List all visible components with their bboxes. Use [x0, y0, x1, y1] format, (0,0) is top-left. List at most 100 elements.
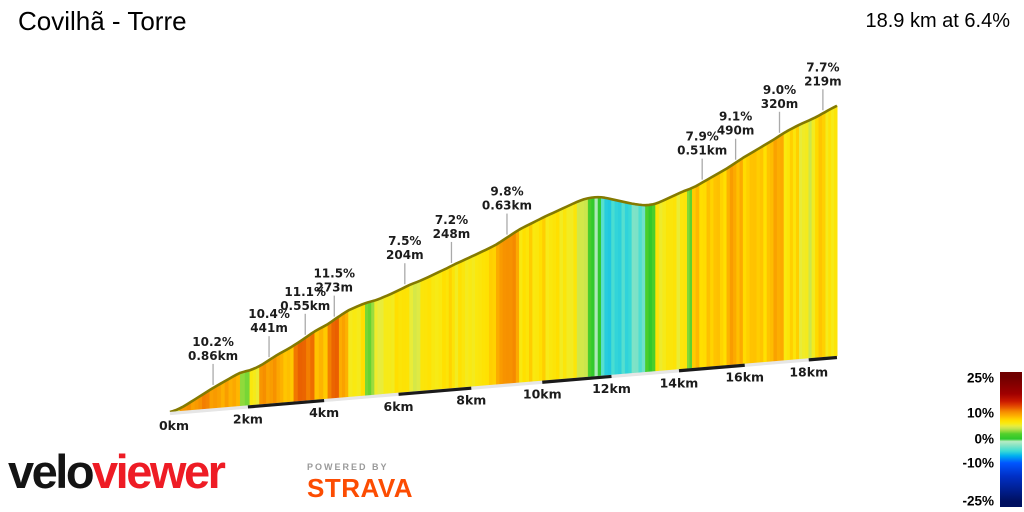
profile-strip: [621, 201, 626, 375]
profile-strip: [773, 136, 778, 362]
profile-strip: [327, 321, 333, 400]
annotation-length-label: 320m: [761, 97, 799, 111]
x-axis-label: 14km: [660, 375, 699, 390]
profile-strip: [286, 347, 291, 403]
profile-strip: [356, 304, 362, 397]
x-axis-label: 6km: [384, 399, 414, 414]
profile-strip: [631, 203, 636, 374]
gradient-annotation: 7.2%248m: [433, 213, 471, 263]
km-scale-dash: [247, 398, 325, 409]
annotation-gradient-label: 9.0%: [763, 83, 796, 97]
profile-strip: [228, 376, 234, 408]
gradient-annotation: 11.5%273m: [313, 267, 355, 317]
profile-strip: [283, 349, 288, 403]
gradient-annotation: 10.2%0.86km: [188, 335, 238, 385]
profile-strip: [273, 354, 278, 404]
x-axis-label: 2km: [233, 411, 263, 426]
profile-strip: [552, 211, 557, 381]
logo-viewer-text: viewer: [92, 445, 226, 498]
gradient-annotation: 11.1%0.55km: [280, 285, 330, 335]
profile-strip: [306, 333, 312, 401]
profile-strip: [763, 143, 768, 363]
profile-strip: [555, 209, 561, 380]
profile-strip: [576, 200, 582, 379]
annotation-length-label: 273m: [315, 281, 353, 295]
profile-strip: [753, 149, 758, 364]
annotation-length-label: 219m: [804, 74, 842, 88]
profile-strip: [220, 380, 226, 408]
profile-strip: [401, 286, 407, 393]
page-title: Covilhã - Torre: [18, 6, 187, 36]
profile-strip: [416, 280, 422, 392]
profile-strip: [770, 139, 775, 362]
profile-strip: [699, 181, 704, 368]
profile-strip: [706, 177, 711, 368]
profile-strip: [628, 202, 633, 374]
profile-strip: [833, 105, 838, 357]
annotation-length-label: 248m: [433, 227, 471, 241]
profile-strip: [335, 315, 340, 399]
annotation-length-label: 490m: [717, 124, 755, 138]
gradient-annotation: 10.4%441m: [248, 307, 290, 358]
gradient-annotation: 9.0%320m: [761, 83, 799, 133]
gradient-annotations: 10.2%0.86km10.4%441m11.1%0.55km11.5%273m…: [188, 60, 842, 385]
x-axis-label: 4km: [309, 405, 339, 420]
profile-strip: [423, 276, 429, 391]
profile-strip: [352, 306, 358, 397]
profile-strip: [580, 198, 585, 378]
km-scale-bar: [169, 355, 838, 416]
annotation-gradient-label: 7.5%: [388, 234, 421, 248]
gradient-annotation: 7.9%0.51km: [677, 130, 727, 180]
profile-strip: [566, 204, 571, 379]
profile-strip: [549, 212, 554, 381]
km-scale-dash: [808, 355, 838, 362]
gradient-annotation: 7.7%219m: [804, 60, 842, 111]
profile-strip: [405, 284, 411, 393]
profile-strip: [244, 369, 251, 406]
profile-strip: [492, 244, 497, 386]
annotation-gradient-label: 10.4%: [248, 307, 290, 321]
profile-strip: [464, 257, 470, 388]
profile-strip: [766, 141, 771, 363]
profile-strip: [818, 113, 823, 358]
veloviewer-logo[interactable]: veloviewer: [8, 444, 226, 499]
profile-strip: [468, 255, 473, 388]
profile-strip: [431, 273, 436, 391]
profile-strip: [746, 153, 751, 364]
profile-strip: [618, 200, 623, 375]
profile-strip: [780, 132, 785, 362]
profile-strip: [409, 283, 414, 393]
profile-strip: [442, 268, 447, 390]
annotation-gradient-label: 10.2%: [192, 335, 234, 349]
x-axis-label: 18km: [789, 364, 828, 379]
annotation-gradient-label: 7.9%: [686, 130, 719, 144]
annotation-length-label: 204m: [386, 248, 424, 262]
profile-strip: [266, 359, 271, 405]
profile-strip: [587, 197, 593, 378]
profile-strip: [262, 361, 267, 405]
climb-summary: 18.9 km at 6.4%: [865, 10, 1010, 32]
profile-strip: [461, 259, 466, 388]
annotation-length-label: 0.86km: [188, 349, 238, 363]
logo-velo-text: velo: [8, 445, 95, 498]
profile-strip: [301, 336, 307, 402]
profile-strip: [645, 204, 650, 373]
profile-strip: [545, 214, 550, 381]
profile-strip: [635, 203, 640, 374]
profile-strip: [318, 326, 325, 400]
annotation-gradient-label: 9.8%: [490, 185, 523, 199]
profile-strip: [822, 111, 827, 358]
profile-strip: [641, 204, 646, 373]
x-axis-label: 10km: [523, 387, 562, 402]
profile-strip: [481, 249, 487, 387]
powered-by-label: POWERED BY: [307, 462, 389, 472]
profile-strip: [217, 382, 222, 409]
profile-strip: [559, 207, 564, 380]
strava-attribution[interactable]: POWERED BY STRAVA: [307, 462, 413, 504]
profile-strip: [413, 281, 418, 392]
profile-strip: [485, 247, 490, 386]
profile-strip: [607, 198, 613, 376]
profile-strip: [232, 374, 237, 408]
